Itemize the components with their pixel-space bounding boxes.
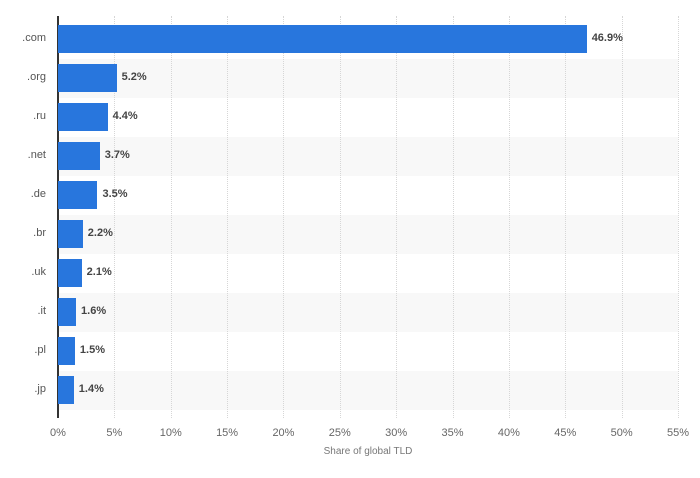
gridline [339,16,341,418]
bar[interactable] [58,220,83,248]
x-tick-label: 55% [666,427,690,439]
bar[interactable] [58,25,587,53]
x-axis-title: Share of global TLD [323,446,413,457]
x-tick-label: 25% [328,427,351,439]
value-label: 2.1% [86,266,112,278]
value-label: 46.9% [591,32,623,44]
category-label: .org [27,71,46,83]
gridline [283,16,285,418]
y-axis-line [57,16,59,418]
row-background [58,215,678,254]
value-label: 1.5% [79,344,105,356]
category-label: .uk [31,266,46,278]
category-label: .pl [34,344,46,356]
category-label: .it [37,305,46,317]
bar[interactable] [58,337,75,365]
category-label: .com [22,32,46,44]
bar[interactable] [58,64,117,92]
bar[interactable] [58,376,74,404]
gridline [678,16,679,418]
value-label: 3.7% [104,149,130,161]
gridline [452,16,454,418]
row-background [58,59,678,98]
value-label: 1.4% [78,383,104,395]
value-label: 4.4% [112,110,138,122]
category-label: .de [30,188,46,200]
bar[interactable] [58,298,77,326]
value-label: 1.6% [81,305,107,317]
x-tick-label: 35% [441,427,464,439]
gridline [396,16,398,418]
gridline [114,16,116,418]
value-label: 5.2% [121,71,147,83]
gridline [621,16,623,418]
row-background [58,332,678,371]
x-tick-label: 15% [216,427,239,439]
bar[interactable] [58,181,98,209]
gridline [170,16,172,418]
gridline [565,16,567,418]
x-tick-label: 30% [385,427,408,439]
bar[interactable] [58,142,100,170]
bar[interactable] [58,259,82,287]
bar[interactable] [58,103,108,131]
x-tick-label: 5% [106,427,123,439]
gridline [508,16,510,418]
category-label: .net [27,149,46,161]
value-label: 2.2% [87,227,113,239]
row-background [58,98,678,137]
x-tick-label: 50% [610,427,633,439]
gridline [227,16,229,418]
category-label: .ru [33,110,46,122]
x-tick-label: 10% [159,427,182,439]
row-background [58,137,678,176]
value-label: 3.5% [102,188,128,200]
x-tick-label: 45% [554,427,577,439]
row-background [58,254,678,293]
category-label: .br [33,227,46,239]
row-background [58,176,678,215]
x-tick-label: 0% [50,427,66,439]
x-tick-label: 40% [497,427,520,439]
category-label: .jp [34,383,46,395]
x-tick-label: 20% [272,427,295,439]
row-background [58,371,678,410]
row-background [58,293,678,332]
